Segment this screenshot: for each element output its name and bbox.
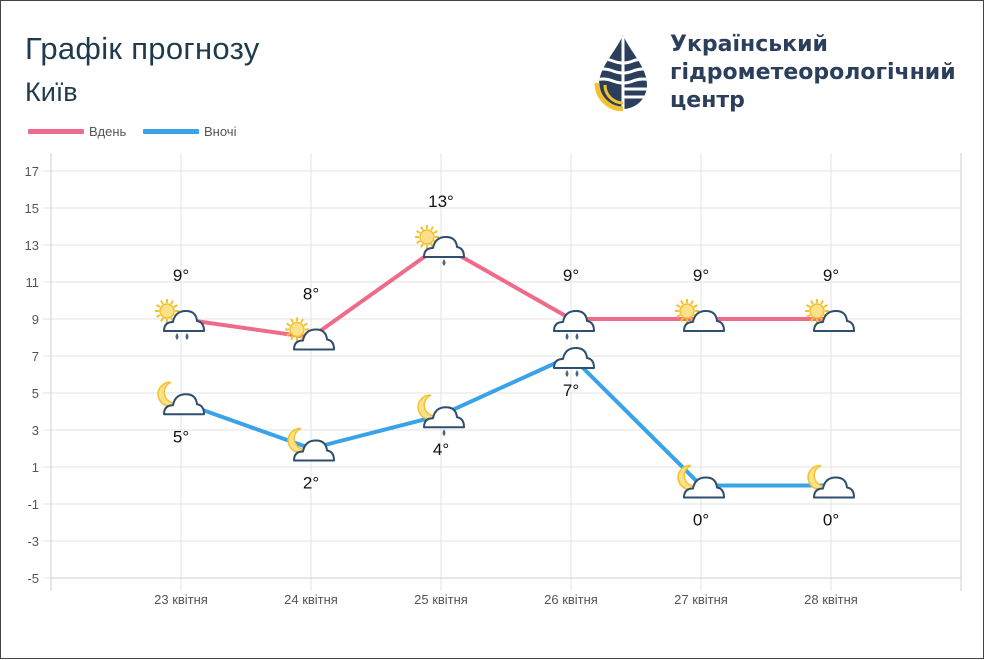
- y-tick-label: 5: [32, 386, 39, 401]
- logo-text: Український гідрометеорологічний центр: [670, 31, 956, 115]
- x-tick-label: 28 квітня: [804, 592, 858, 607]
- point-label-night: 0°: [823, 511, 839, 530]
- weather-icon-moon-cloud: [287, 427, 335, 462]
- cloud-icon: [163, 393, 205, 416]
- point-label-day: 9°: [173, 266, 189, 285]
- legend-swatch-day: [28, 129, 84, 134]
- weather-icon-moon-cloud-drizzle: [417, 394, 465, 437]
- x-tick-label: 24 квітня: [284, 592, 338, 607]
- sun-icon: [415, 225, 439, 249]
- y-tick-label: 1: [32, 460, 39, 475]
- y-tick-label: -3: [27, 534, 39, 549]
- series-line-day: [180, 243, 831, 340]
- grid: 17 15 13 11 9 7 5 3 1 -1 -3 -5: [25, 153, 962, 591]
- raindrop-icon: [442, 259, 446, 266]
- legend-label-night: Вночі: [204, 124, 237, 139]
- y-tick-label: 3: [32, 423, 39, 438]
- sun-icon: [155, 299, 179, 323]
- weather-icon-sun-cloud-rain: [155, 299, 205, 340]
- weather-icon-sun-cloud: [805, 299, 855, 332]
- city-name: Київ: [25, 77, 78, 107]
- legend-swatch-night: [143, 129, 199, 134]
- y-tick-label: 15: [25, 201, 39, 216]
- point-label-day: 9°: [563, 266, 579, 285]
- chart-title: Графік прогнозу: [25, 31, 260, 66]
- x-tick-label: 26 квітня: [544, 592, 598, 607]
- raindrop-icon: [442, 429, 446, 437]
- point-label-night: 7°: [563, 381, 579, 400]
- weather-icon-sun-cloud-drizzle: [415, 225, 465, 266]
- y-tick-label: 13: [25, 238, 39, 253]
- logo-line-2: гідрометеорологічний: [670, 60, 956, 85]
- y-tick-label: -5: [27, 571, 39, 586]
- cloud-icon: [293, 439, 335, 462]
- weather-icon-sun-cloud: [285, 317, 335, 351]
- point-label-night: 0°: [693, 511, 709, 530]
- raindrop-icon: [565, 370, 569, 377]
- sun-icon: [805, 299, 829, 323]
- point-label-day: 8°: [303, 285, 319, 304]
- x-tick-label: 27 квітня: [674, 592, 728, 607]
- weather-icon-moon-cloud: [157, 381, 205, 416]
- logo-line-1: Український: [670, 32, 828, 57]
- raindrop-icon: [575, 333, 579, 340]
- y-tick-label: 9: [32, 312, 39, 327]
- cloud-icon: [553, 347, 595, 369]
- raindrop-icon: [185, 333, 189, 340]
- cloud-icon: [553, 310, 595, 332]
- weather-icon-sun-cloud: [675, 299, 725, 332]
- weather-icon-moon-cloud: [677, 464, 725, 499]
- raindrop-icon: [175, 333, 179, 340]
- cloud-icon: [423, 236, 465, 258]
- point-label-night: 2°: [303, 474, 319, 493]
- x-tick-label: 25 квітня: [414, 592, 468, 607]
- point-label-night: 4°: [433, 440, 449, 459]
- sun-icon: [675, 299, 699, 323]
- y-tick-label: 7: [32, 349, 39, 364]
- x-tick-label: 23 квітня: [154, 592, 208, 607]
- point-label-day: 13°: [428, 192, 454, 211]
- y-tick-label: 17: [25, 164, 39, 179]
- series-line-night: [180, 354, 831, 488]
- ugmc-logo: Український гідрометеорологічний центр: [593, 31, 963, 113]
- weather-icon-cloud-rain: [553, 310, 595, 340]
- y-tick-label: -1: [27, 497, 39, 512]
- cloud-icon: [813, 476, 855, 499]
- point-label-night: 5°: [173, 427, 189, 446]
- raindrop-icon: [565, 333, 569, 340]
- cloud-icon: [423, 406, 465, 429]
- cloud-icon: [163, 310, 205, 332]
- weather-icon-cloud-rain: [553, 347, 595, 377]
- weather-icon-moon-cloud: [807, 464, 855, 499]
- legend-label-day: Вдень: [89, 124, 127, 139]
- point-label-day: 9°: [823, 266, 839, 285]
- cloud-icon: [293, 328, 335, 351]
- cloud-icon: [683, 310, 725, 332]
- logo-line-3: центр: [670, 88, 745, 113]
- cloud-icon: [813, 310, 855, 332]
- point-label-day: 9°: [693, 266, 709, 285]
- cloud-icon: [683, 476, 725, 499]
- raindrop-icon: [575, 370, 579, 377]
- water-drop-logo-icon: [594, 35, 647, 112]
- sun-icon: [285, 317, 309, 342]
- y-tick-label: 11: [26, 275, 40, 290]
